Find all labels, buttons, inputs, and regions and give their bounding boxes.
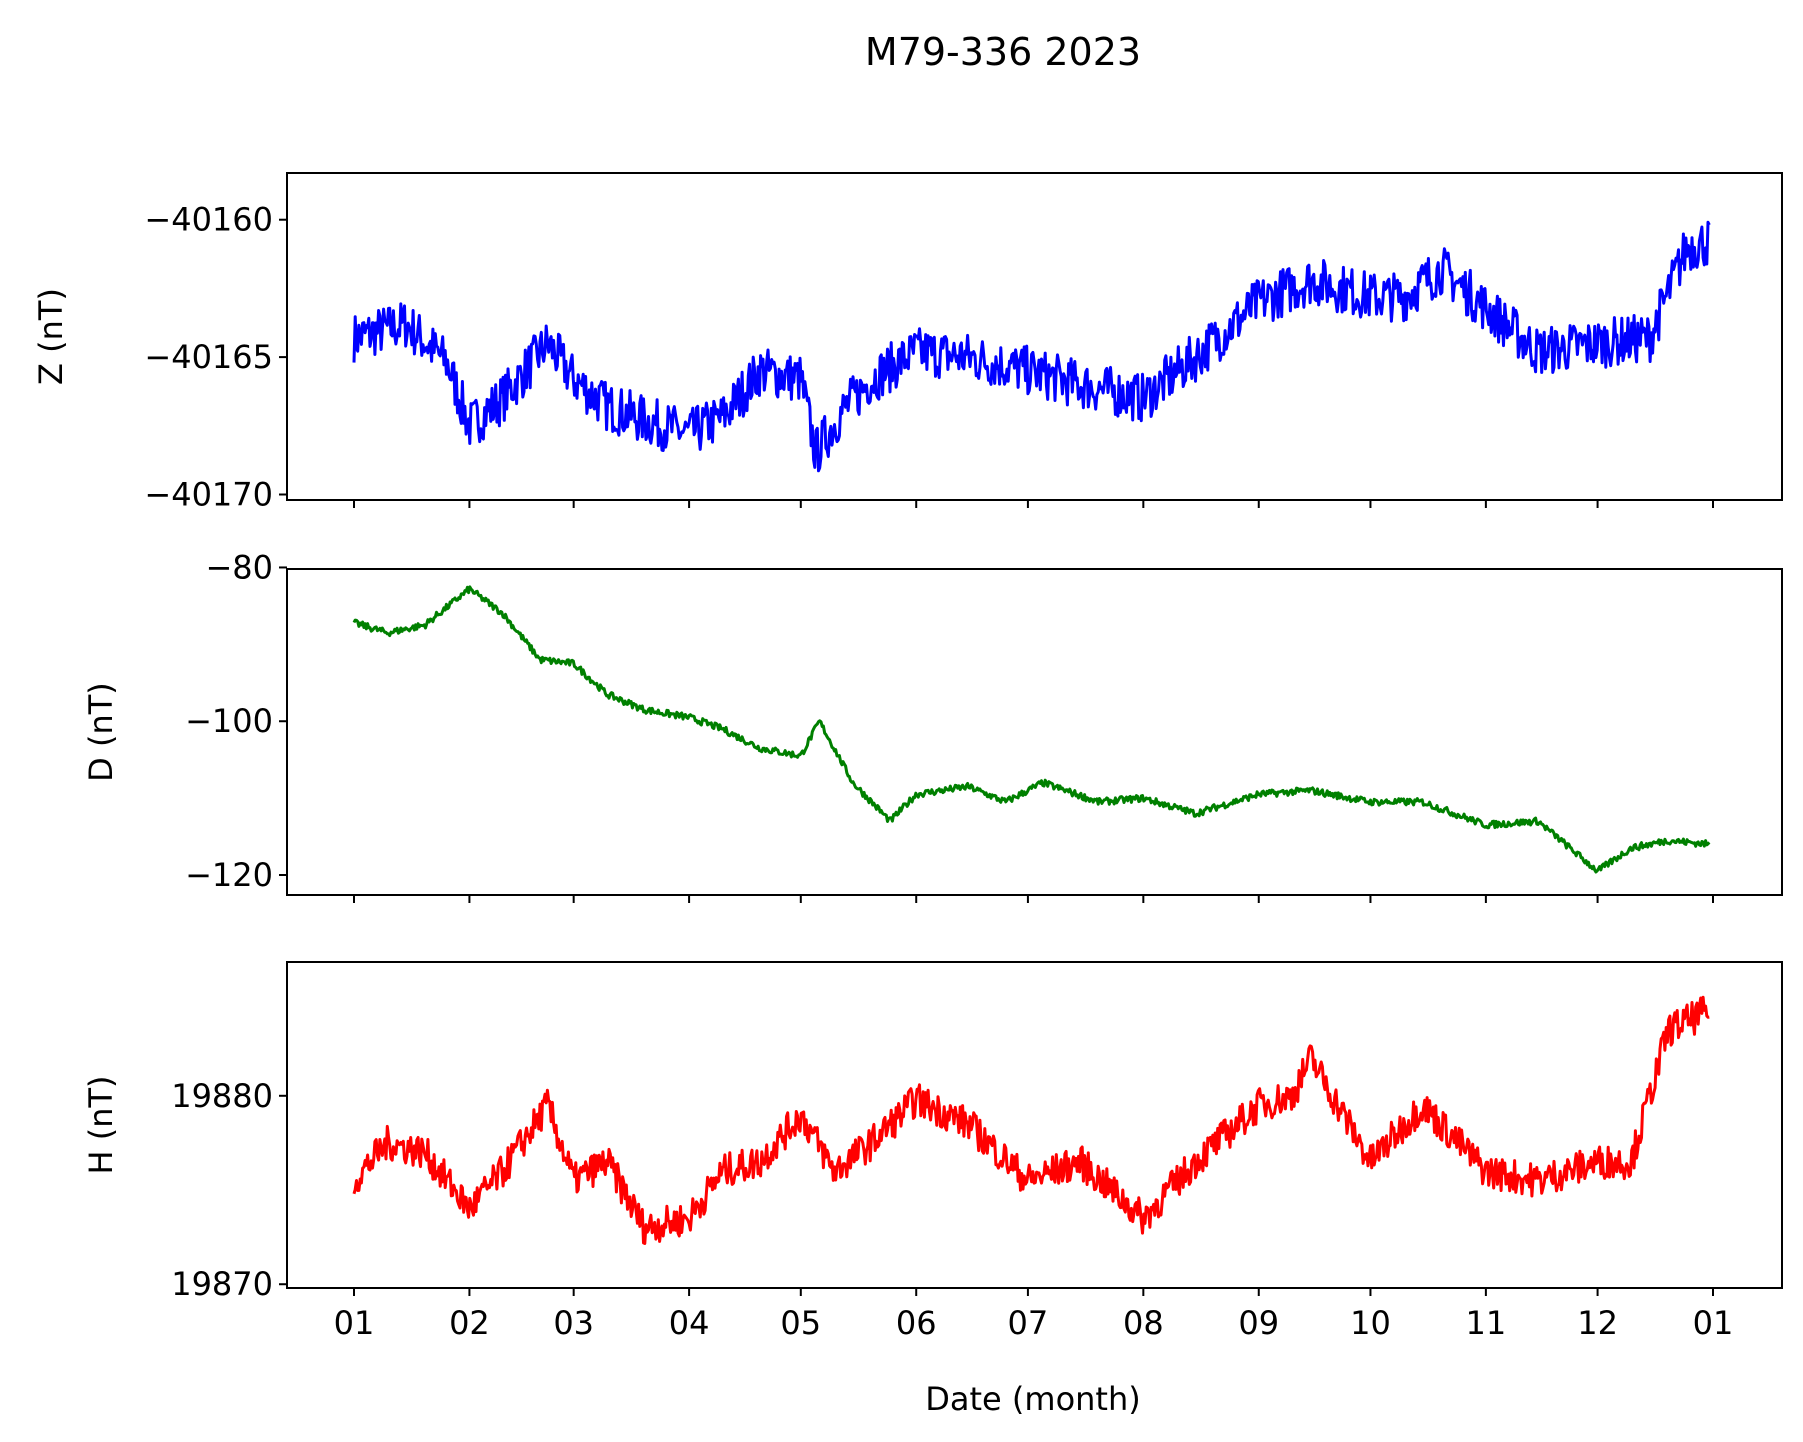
- x-tick-label: 09: [1238, 1304, 1279, 1342]
- panel-z: −40160 −40165 −40170 Z (nT): [32, 172, 1783, 514]
- x-tick-label: 06: [896, 1304, 937, 1342]
- x-tick-label: 11: [1466, 1304, 1507, 1342]
- z-y-tick-label: −40170: [144, 476, 273, 514]
- z-y-tick-label: −40165: [144, 338, 273, 376]
- d-x-ticks: [353, 895, 1714, 903]
- x-tick-label: 10: [1350, 1304, 1391, 1342]
- x-tick-label: 07: [1008, 1304, 1049, 1342]
- z-y-ticks: −40160 −40165 −40170: [144, 201, 287, 514]
- h-y-axis-label: H (nT): [82, 1075, 120, 1174]
- d-series-line: [352, 585, 1711, 874]
- d-y-ticks: −80 −100 −120: [185, 548, 287, 894]
- h-y-ticks: 19870 19880: [171, 1077, 287, 1303]
- d-series-group: [352, 585, 1711, 874]
- h-y-tick-label: 19880: [171, 1077, 273, 1115]
- x-tick-label: 04: [669, 1304, 710, 1342]
- h-x-ticks: 01 02 03 04 05 06 07 08 09 10 11 12 01: [334, 1288, 1734, 1342]
- x-tick-label: 12: [1577, 1304, 1618, 1342]
- panel-h: 19870 19880 01 02 03 04 05 06 07 08 09 10 11 12 01 H …: [82, 961, 1783, 1342]
- d-axes-frame: [286, 568, 1783, 896]
- d-y-axis-label: D (nT): [82, 682, 120, 782]
- z-x-ticks: [353, 500, 1714, 508]
- chart-title: M79-336 2023: [865, 30, 1141, 74]
- z-series-line: [352, 220, 1711, 473]
- x-tick-label: 01: [1693, 1304, 1734, 1342]
- x-tick-label: 01: [334, 1304, 375, 1342]
- z-series-group: [352, 220, 1711, 473]
- panel-d: −80 −100 −120 D (nT): [82, 548, 1783, 903]
- x-tick-label: 03: [553, 1304, 594, 1342]
- x-tick-label: 02: [449, 1304, 490, 1342]
- h-axes-frame: [286, 961, 1783, 1289]
- z-axes-frame: [286, 172, 1783, 501]
- z-y-tick-label: −40160: [144, 201, 273, 239]
- h-series-line: [352, 995, 1710, 1245]
- x-tick-label: 05: [780, 1304, 821, 1342]
- h-series-group: [352, 995, 1710, 1245]
- d-y-tick-label: −80: [205, 548, 273, 586]
- x-axis-label: Date (month): [925, 1380, 1140, 1418]
- z-y-axis-label: Z (nT): [32, 288, 70, 385]
- d-y-tick-label: −120: [185, 856, 273, 894]
- x-tick-label: 08: [1123, 1304, 1164, 1342]
- d-y-tick-label: −100: [185, 702, 273, 740]
- h-y-tick-label: 19870: [171, 1265, 273, 1303]
